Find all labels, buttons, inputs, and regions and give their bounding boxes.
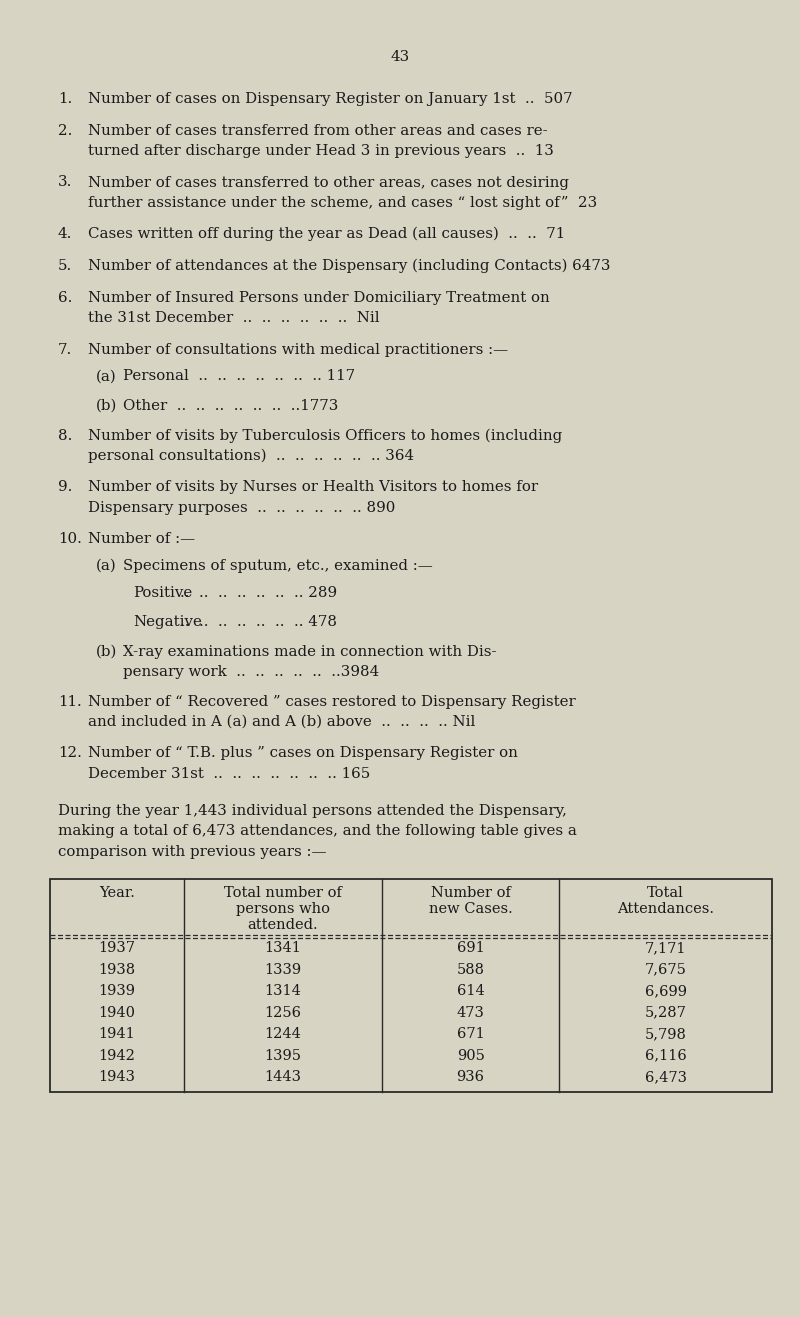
- Text: Dispensary purposes  ..  ..  ..  ..  ..  .. 890: Dispensary purposes .. .. .. .. .. .. 89…: [88, 500, 395, 515]
- Text: Number of attendances at the Dispensary (including Contacts) 6473: Number of attendances at the Dispensary …: [88, 259, 610, 274]
- Text: 10.: 10.: [58, 532, 82, 545]
- Text: 12.: 12.: [58, 745, 82, 760]
- Text: 1940: 1940: [98, 1005, 135, 1019]
- Text: Positive: Positive: [133, 586, 192, 599]
- Text: 691: 691: [457, 942, 485, 955]
- Text: 1941: 1941: [98, 1027, 135, 1040]
- Text: 671: 671: [457, 1027, 485, 1040]
- Text: 1942: 1942: [98, 1048, 135, 1063]
- Text: 1244: 1244: [265, 1027, 302, 1040]
- Text: (a): (a): [96, 558, 117, 573]
- Text: 1341: 1341: [265, 942, 302, 955]
- Text: 1943: 1943: [98, 1069, 135, 1084]
- Text: 1.: 1.: [58, 92, 72, 105]
- Text: Total
Attendances.: Total Attendances.: [617, 886, 714, 917]
- Text: 588: 588: [457, 963, 485, 976]
- Text: 1937: 1937: [98, 942, 135, 955]
- Text: Number of cases transferred from other areas and cases re-: Number of cases transferred from other a…: [88, 124, 548, 138]
- Text: 1314: 1314: [265, 984, 302, 998]
- Text: 936: 936: [457, 1069, 485, 1084]
- Text: ..  ..  ..  ..  ..  ..  .. 289: .. .. .. .. .. .. .. 289: [180, 586, 337, 599]
- Text: 6,116: 6,116: [645, 1048, 686, 1063]
- Text: Number of visits by Nurses or Health Visitors to homes for: Number of visits by Nurses or Health Vis…: [88, 479, 538, 494]
- Text: 4.: 4.: [58, 227, 72, 241]
- Text: Number of cases on Dispensary Register on January 1st  ..  507: Number of cases on Dispensary Register o…: [88, 92, 573, 105]
- Text: Number of cases transferred to other areas, cases not desiring: Number of cases transferred to other are…: [88, 175, 569, 190]
- Text: Other  ..  ..  ..  ..  ..  ..  ..1773: Other .. .. .. .. .. .. ..1773: [123, 399, 338, 414]
- Text: personal consultations)  ..  ..  ..  ..  ..  .. 364: personal consultations) .. .. .. .. .. .…: [88, 449, 414, 464]
- Text: 1938: 1938: [98, 963, 135, 976]
- Text: X-ray examinations made in connection with Dis-: X-ray examinations made in connection wi…: [123, 644, 497, 658]
- Text: (a): (a): [96, 370, 117, 383]
- Text: (b): (b): [96, 399, 118, 414]
- Text: 6,699: 6,699: [645, 984, 686, 998]
- Text: Year.: Year.: [99, 886, 134, 900]
- Text: and included in A (a) and A (b) above  ..  ..  ..  .. Nil: and included in A (a) and A (b) above ..…: [88, 715, 475, 730]
- Text: turned after discharge under Head 3 in previous years  ..  13: turned after discharge under Head 3 in p…: [88, 145, 554, 158]
- Text: 8.: 8.: [58, 428, 72, 443]
- Text: Total number of
persons who
attended.: Total number of persons who attended.: [224, 886, 342, 932]
- Text: Number of :—: Number of :—: [88, 532, 195, 545]
- Text: December 31st  ..  ..  ..  ..  ..  ..  .. 165: December 31st .. .. .. .. .. .. .. 165: [88, 766, 370, 781]
- Text: further assistance under the scheme, and cases “ lost sight of”  23: further assistance under the scheme, and…: [88, 196, 598, 209]
- Text: 3.: 3.: [58, 175, 72, 190]
- Text: 905: 905: [457, 1048, 485, 1063]
- Text: the 31st December  ..  ..  ..  ..  ..  ..  Nil: the 31st December .. .. .. .. .. .. Nil: [88, 312, 380, 325]
- Text: 7,171: 7,171: [645, 942, 686, 955]
- Text: 43: 43: [390, 50, 410, 65]
- Text: Number of “ T.B. plus ” cases on Dispensary Register on: Number of “ T.B. plus ” cases on Dispens…: [88, 745, 518, 760]
- Text: ..  ..  ..  ..  ..  ..  .. 478: .. .. .. .. .. .. .. 478: [180, 615, 337, 630]
- Text: making a total of 6,473 attendances, and the following table gives a: making a total of 6,473 attendances, and…: [58, 824, 577, 838]
- Text: 11.: 11.: [58, 694, 82, 709]
- Text: 7.: 7.: [58, 342, 72, 357]
- Text: 5.: 5.: [58, 259, 72, 273]
- Text: Number of
new Cases.: Number of new Cases.: [429, 886, 513, 917]
- Text: During the year 1,443 individual persons attended the Dispensary,: During the year 1,443 individual persons…: [58, 803, 567, 818]
- Text: comparison with previous years :—: comparison with previous years :—: [58, 844, 326, 859]
- Text: 1443: 1443: [264, 1069, 302, 1084]
- Text: 1256: 1256: [264, 1005, 302, 1019]
- Text: Number of Insured Persons under Domiciliary Treatment on: Number of Insured Persons under Domicili…: [88, 291, 550, 306]
- Text: 9.: 9.: [58, 479, 72, 494]
- Text: Number of consultations with medical practitioners :—: Number of consultations with medical pra…: [88, 342, 508, 357]
- Text: 5,798: 5,798: [645, 1027, 686, 1040]
- Bar: [50, 878, 772, 1092]
- Text: 5,287: 5,287: [645, 1005, 686, 1019]
- Text: 1395: 1395: [264, 1048, 302, 1063]
- Text: 6.: 6.: [58, 291, 72, 306]
- Text: 2.: 2.: [58, 124, 72, 138]
- Text: Negative: Negative: [133, 615, 202, 630]
- Text: 1339: 1339: [264, 963, 302, 976]
- Text: 1939: 1939: [98, 984, 135, 998]
- Text: 614: 614: [457, 984, 485, 998]
- Text: Cases written off during the year as Dead (all causes)  ..  ..  71: Cases written off during the year as Dea…: [88, 227, 566, 241]
- Text: Number of “ Recovered ” cases restored to Dispensary Register: Number of “ Recovered ” cases restored t…: [88, 694, 576, 709]
- Text: 473: 473: [457, 1005, 485, 1019]
- Text: Specimens of sputum, etc., examined :—: Specimens of sputum, etc., examined :—: [123, 558, 433, 573]
- Text: 7,675: 7,675: [645, 963, 686, 976]
- Text: pensary work  ..  ..  ..  ..  ..  ..3984: pensary work .. .. .. .. .. ..3984: [123, 665, 379, 680]
- Text: Personal  ..  ..  ..  ..  ..  ..  .. 117: Personal .. .. .. .. .. .. .. 117: [123, 370, 355, 383]
- Text: Number of visits by Tuberculosis Officers to homes (including: Number of visits by Tuberculosis Officer…: [88, 428, 562, 443]
- Text: (b): (b): [96, 644, 118, 658]
- Text: 6,473: 6,473: [645, 1069, 686, 1084]
